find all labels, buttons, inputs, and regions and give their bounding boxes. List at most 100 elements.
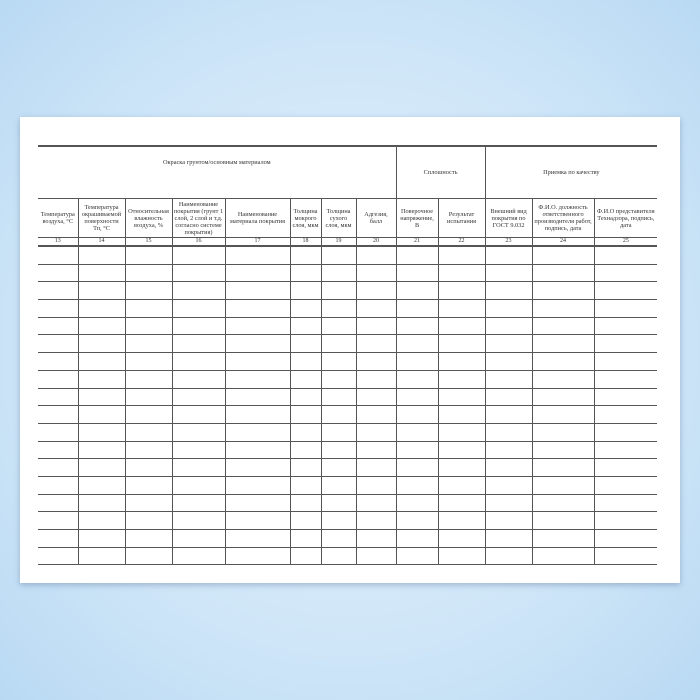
table-cell — [437, 440, 486, 460]
table-cell — [484, 493, 533, 513]
table-cell — [224, 369, 291, 389]
table-cell — [124, 299, 173, 318]
table-cell — [395, 387, 439, 407]
table-cell — [289, 245, 322, 265]
table-cell — [224, 299, 291, 318]
table-cell — [77, 369, 126, 389]
table-cell — [437, 405, 486, 424]
coating-log-table: Окраска грунтом/основным материалом Спло… — [38, 145, 658, 566]
table-cell — [395, 422, 439, 442]
column-header-22: Результат испытания — [437, 198, 486, 238]
table-cell — [124, 245, 173, 265]
column-number-13: 13 — [38, 237, 79, 247]
table-row — [38, 493, 658, 513]
table-cell — [224, 405, 291, 424]
table-cell — [484, 263, 533, 283]
table-row — [38, 316, 658, 336]
table-row — [38, 511, 658, 530]
table-row — [38, 387, 658, 407]
table-cell — [124, 493, 173, 513]
table-cell — [224, 387, 291, 407]
table-cell — [593, 440, 658, 460]
table-cell — [593, 546, 658, 566]
table-cell — [593, 422, 658, 442]
table-cell — [437, 529, 486, 548]
table-cell — [531, 263, 595, 283]
table-cell — [484, 281, 533, 301]
table-cell — [355, 458, 397, 477]
table-cell — [171, 458, 226, 477]
table-cell — [77, 299, 126, 318]
table-cell — [77, 263, 126, 283]
column-number-25: 25 — [593, 237, 658, 247]
table-cell — [320, 281, 357, 301]
table-cell — [355, 316, 397, 336]
table-cell — [437, 299, 486, 318]
table-cell — [124, 546, 173, 566]
group-acceptance: Приемка по качеству — [484, 146, 658, 199]
column-header-18: Толщина мокрого слоя, мкм — [289, 198, 322, 238]
table-cell — [124, 387, 173, 407]
table-cell — [484, 529, 533, 548]
table-cell — [355, 405, 397, 424]
table-cell — [531, 493, 595, 513]
table-cell — [224, 546, 291, 566]
table-cell — [289, 263, 322, 283]
column-header-24: Ф.И.О. должность ответственного производ… — [531, 198, 595, 238]
table-cell — [289, 440, 322, 460]
table-cell — [437, 458, 486, 477]
table-cell — [171, 405, 226, 424]
table-cell — [593, 334, 658, 354]
table-cell — [38, 529, 79, 548]
table-cell — [289, 546, 322, 566]
table-cell — [484, 352, 533, 371]
table-cell — [320, 405, 357, 424]
table-cell — [124, 529, 173, 548]
table-cell — [320, 316, 357, 336]
table-cell — [38, 405, 79, 424]
table-cell — [38, 334, 79, 354]
column-number-16: 16 — [171, 237, 226, 247]
table-cell — [484, 334, 533, 354]
table-cell — [171, 369, 226, 389]
table-cell — [355, 281, 397, 301]
column-header-25: Ф.И.О представителя Технадзора, подпись,… — [593, 198, 658, 238]
column-number-15: 15 — [124, 237, 173, 247]
table-cell — [171, 263, 226, 283]
table-cell — [224, 529, 291, 548]
table-cell — [355, 299, 397, 318]
table-cell — [77, 405, 126, 424]
table-cell — [289, 387, 322, 407]
table-cell — [437, 281, 486, 301]
table-cell — [171, 529, 226, 548]
table-cell — [124, 352, 173, 371]
table-cell — [171, 281, 226, 301]
table-cell — [484, 316, 533, 336]
table-cell — [593, 263, 658, 283]
table-cell — [171, 511, 226, 530]
table-cell — [77, 511, 126, 530]
table-cell — [395, 299, 439, 318]
table-cell — [38, 387, 79, 407]
table-cell — [289, 352, 322, 371]
column-number-20: 20 — [355, 237, 397, 247]
table-cell — [77, 493, 126, 513]
table-cell — [355, 422, 397, 442]
table-cell — [531, 299, 595, 318]
table-cell — [593, 299, 658, 318]
table-cell — [171, 440, 226, 460]
table-cell — [593, 316, 658, 336]
table-cell — [320, 299, 357, 318]
table-cell — [124, 458, 173, 477]
table-row — [38, 352, 658, 371]
column-header-21: Поверочное напряжение, В — [395, 198, 439, 238]
table-cell — [38, 546, 79, 566]
table-cell — [38, 352, 79, 371]
column-number-23: 23 — [484, 237, 533, 247]
table-cell — [484, 511, 533, 530]
table-cell — [484, 475, 533, 495]
table-row — [38, 529, 658, 548]
table-cell — [38, 475, 79, 495]
table-cell — [395, 405, 439, 424]
table-row — [38, 546, 658, 566]
